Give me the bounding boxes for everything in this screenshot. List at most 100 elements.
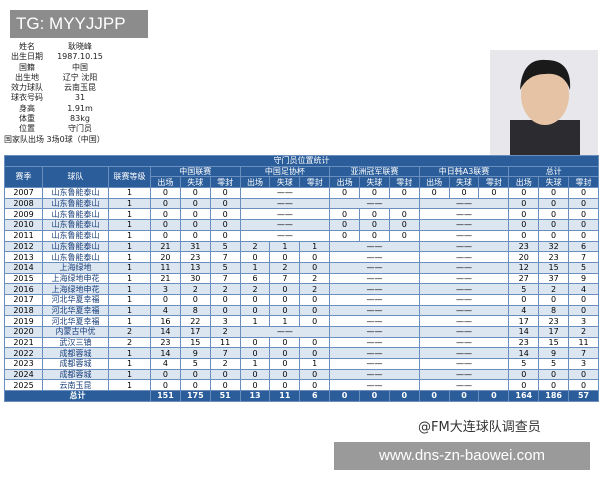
cell: 2012 — [4, 240, 43, 253]
cell: 0 — [329, 390, 361, 402]
cell: 0 — [150, 379, 181, 392]
cell: 0 — [179, 379, 211, 392]
dash-cell: —— — [418, 219, 510, 231]
cell: 11 — [568, 336, 600, 349]
cell: 1 — [108, 304, 151, 317]
cell: 0 — [508, 208, 540, 221]
dash-cell: —— — [329, 240, 420, 253]
team: 内蒙古中优 — [42, 326, 109, 338]
cell: 0 — [299, 379, 331, 392]
team: 成都蓉城 — [42, 368, 109, 381]
cell: 0 — [538, 187, 570, 199]
cell: 0 — [179, 197, 211, 210]
cell: 5 — [508, 358, 540, 370]
dash-cell: —— — [329, 304, 420, 317]
cell: 1 — [108, 240, 151, 253]
cell: 0 — [269, 304, 301, 317]
cell: 8 — [538, 304, 570, 317]
cell: 1 — [108, 358, 151, 370]
sub-header: 出场 — [418, 176, 450, 189]
team: 河北华夏幸福 — [42, 293, 109, 306]
team: 山东鲁能泰山 — [42, 187, 109, 199]
cell: 0 — [239, 368, 271, 381]
cell: 2 — [299, 272, 331, 285]
sub-header: 出场 — [508, 176, 540, 189]
dash-cell: —— — [418, 208, 510, 221]
cell: 11 — [209, 336, 241, 349]
team: 山东鲁能泰山 — [42, 229, 109, 242]
cell: 1 — [108, 187, 151, 199]
data-row: 2018 河北华夏幸福 1 4 8 0 0 0 0 —— —— 4 8 0 — [4, 304, 600, 317]
cell: 2013 — [4, 251, 43, 263]
total-row: 总计 151 175 51 13 11 6 0 0 0 0 0 0 164 186 57 — [4, 390, 600, 402]
cell: 0 — [150, 187, 181, 199]
sub-header: 零封 — [478, 176, 510, 189]
cell: 0 — [239, 379, 271, 392]
cell: 2 — [209, 358, 241, 370]
dash-cell: —— — [418, 358, 510, 370]
sub-header: 零封 — [299, 176, 331, 189]
dash-cell: —— — [239, 197, 331, 210]
cell: 0 — [568, 293, 600, 306]
cell: 0 — [209, 197, 241, 210]
cell: 0 — [388, 390, 420, 402]
cell: 1 — [108, 293, 151, 306]
cell: 9 — [538, 347, 570, 360]
cell: 0 — [568, 219, 600, 231]
cell: 0 — [269, 358, 301, 370]
dash-cell: —— — [418, 261, 510, 274]
cell: 8 — [179, 304, 211, 317]
profile-row: 出生日期 1987.10.15 — [4, 52, 110, 62]
cell: 23 — [179, 251, 211, 263]
cell: 37 — [538, 272, 570, 285]
cell: 1 — [108, 197, 151, 210]
profile-value: 守门员 — [68, 124, 92, 134]
cell: 0 — [179, 368, 211, 381]
cell: 2 — [239, 283, 271, 295]
cell: 23 — [538, 315, 570, 327]
cell: 2023 — [4, 358, 43, 370]
cell: 2 — [538, 283, 570, 295]
dash-cell: —— — [239, 219, 331, 231]
cell: 15 — [538, 336, 570, 349]
cell: 23 — [538, 251, 570, 263]
dash-cell: —— — [418, 283, 510, 295]
caps-label: 国家队出场 — [4, 134, 44, 144]
cell: 0 — [299, 304, 331, 317]
cell: 0 — [538, 208, 570, 221]
cell: 2014 — [4, 261, 43, 274]
sub-header: 失球 — [538, 176, 570, 189]
cell: 14 — [150, 347, 181, 360]
cell: 2009 — [4, 208, 43, 221]
profile-value: 83kg — [70, 114, 90, 124]
cell: 6 — [299, 390, 331, 402]
cell: 11 — [150, 261, 181, 274]
cell: 23 — [508, 240, 540, 253]
cell: 0 — [179, 208, 211, 221]
cell: 0 — [538, 293, 570, 306]
cell: 2 — [269, 261, 301, 274]
data-row: 2008 山东鲁能泰山 1 0 0 0 —— —— —— 0 0 0 — [4, 197, 600, 210]
data-row: 2022 成都蓉城 1 14 9 7 0 0 0 —— —— 14 9 7 — [4, 347, 600, 360]
cell: 0 — [329, 229, 361, 242]
cell: 0 — [269, 379, 301, 392]
cell: 0 — [418, 187, 450, 199]
dash-cell: —— — [418, 379, 510, 392]
cell: 0 — [150, 368, 181, 381]
title-row: 守门员位置统计 — [3, 155, 600, 167]
cell: 0 — [359, 390, 390, 402]
group-header: 亚洲冠军联赛 — [329, 165, 420, 178]
dash-cell: —— — [239, 187, 331, 199]
data-row: 2023 成都蓉城 1 4 5 2 1 0 1 —— —— 5 5 3 — [4, 358, 600, 370]
dash-cell: —— — [418, 272, 510, 285]
team: 上海绿地 — [42, 261, 109, 274]
cell: 7 — [209, 251, 241, 263]
team: 云南玉昆 — [42, 379, 109, 392]
profile-value: 31 — [74, 93, 86, 103]
cell: 2018 — [4, 304, 43, 317]
cell: 0 — [269, 347, 301, 360]
group-header: 中日韩A3联赛 — [418, 165, 510, 178]
profile-value: 云南玉昆 — [64, 83, 96, 93]
profile-label: 姓名 — [19, 42, 35, 51]
cell: 7 — [209, 347, 241, 360]
